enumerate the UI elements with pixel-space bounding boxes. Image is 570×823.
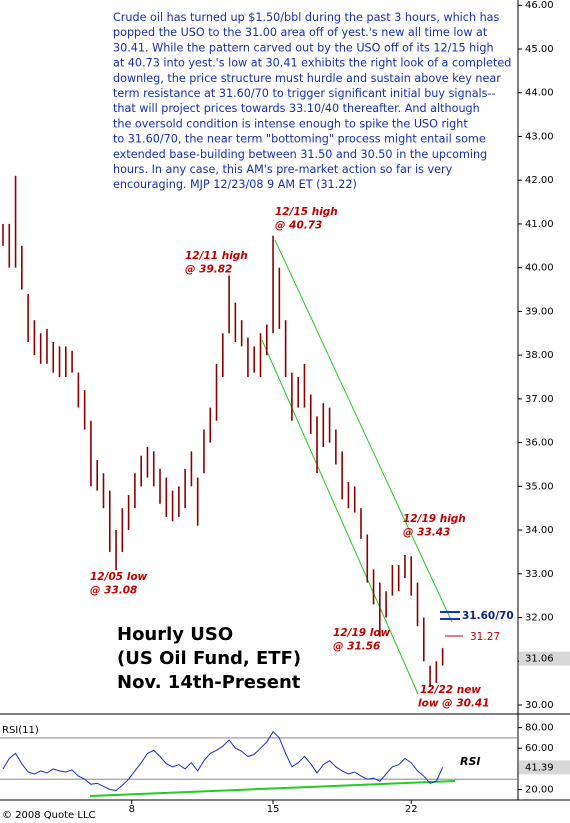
annotation: 12/19 low [333,627,391,639]
rsi-trendline [89,780,456,797]
last-value-label: 41.39 [525,762,554,773]
note-line: popped the USO to the 31.00 area off of … [113,26,488,39]
y-tick-label: 20.00 [525,784,554,795]
note-line: to 31.60/70, the near term "bottoming" p… [113,133,486,146]
y-tick-label: 34.00 [525,525,554,536]
rsi-label: RSI [460,755,481,768]
annotation: @ 31.56 [333,641,380,653]
chart-title: Hourly USO [117,624,233,645]
y-tick-label: 80.00 [525,723,554,734]
channel-line [261,339,419,695]
annotation: 12/19 high [403,513,466,525]
y-tick-label: 32.00 [525,613,554,624]
note-line: encouraging. MJP 12/23/08 9 AM ET (31.22… [113,178,357,191]
note-line: the oversold condition is intense enough… [113,117,468,130]
y-tick-label: 38.00 [525,350,554,361]
last-price-box [519,651,570,666]
annotation: low @ 30.41 [418,698,490,710]
chart-title: Nov. 14th-Present [117,672,301,693]
x-tick-label: 22 [405,804,418,815]
chart-title: (US Oil Fund, ETF) [117,648,301,669]
y-tick-label: 41.00 [525,219,554,230]
note-line: extended base-building between 31.50 and… [113,148,487,161]
note-line: term resistance at 31.60/70 to trigger s… [113,87,496,100]
note-line: 30.41. While the pattern carved out by t… [113,41,494,54]
y-tick-label: 37.00 [525,394,554,405]
y-tick-label: 33.00 [525,569,554,580]
note-line: at 40.73 into yest.'s low at 30.41 exhib… [113,57,511,70]
annotation: @ 40.73 [275,220,322,232]
annotation: 12/05 low [90,571,148,583]
resistance-label: 31.60/70 [462,610,514,622]
copyright: © 2008 Quote LLC [2,810,96,821]
y-tick-label: 60.00 [525,743,554,754]
level-label: 31.27 [470,631,500,643]
y-tick-label: 42.00 [525,175,554,186]
x-tick-label: 8 [129,804,135,815]
y-tick-label: 36.00 [525,438,554,449]
channel-line [274,239,453,623]
y-tick-label: 35.00 [525,481,554,492]
note-line: downleg, the price structure must hurdle… [113,72,501,85]
y-tick-label: 45.00 [525,44,554,55]
annotation: 12/11 high [185,250,248,262]
annotation: 12/15 high [275,206,338,218]
y-tick-label: 30.00 [525,700,554,711]
rsi-line [2,730,444,792]
y-tick-label: 40.00 [525,263,554,274]
annotation: @ 39.82 [185,264,232,276]
last-value-box [519,760,570,775]
y-tick-label: 39.00 [525,306,554,317]
last-price-label: 31.06 [525,654,554,665]
note-line: that will project prices towards 33.10/4… [113,102,480,115]
annotation: 12/22 new [420,684,481,696]
annotation: @ 33.43 [403,527,450,539]
y-tick-label: 43.00 [525,131,554,142]
rsi-title: RSI(11) [2,725,39,736]
y-tick-label: 44.00 [525,88,554,99]
note-line: hours. In any case, this AM's pre-market… [113,163,453,176]
y-tick-label: 46.00 [525,0,554,11]
annotation: @ 33.08 [90,585,137,597]
note-line: Crude oil has turned up $1.50/bbl during… [113,11,500,24]
x-tick-label: 15 [267,804,280,815]
